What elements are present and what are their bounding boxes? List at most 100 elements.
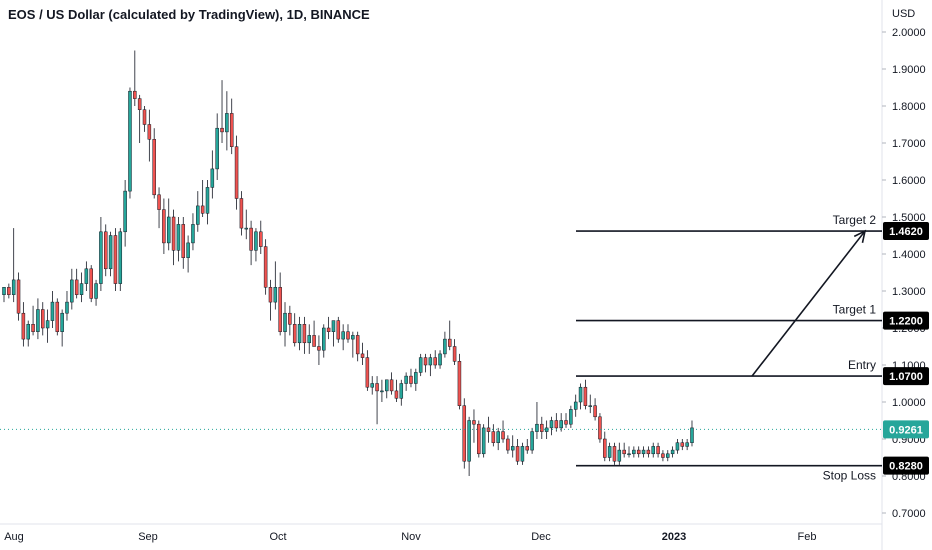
candle-body [239,198,244,229]
candle [685,439,689,451]
price-axis[interactable]: USD2.00001.90001.80001.70001.60001.50001… [882,8,926,520]
time-axis[interactable]: Aug Sep Oct Nov Dec 2023 Feb [0,523,882,543]
x-tick-label: Nov [401,531,421,543]
level-badge: 1.2200 [883,311,929,330]
candle [593,398,597,421]
candle-body [326,327,331,332]
candle [428,353,433,377]
candle [389,372,394,395]
candle-body [573,401,578,410]
candle [588,394,592,414]
candle [607,442,612,462]
candle-body [210,168,215,188]
candle-body [622,449,626,455]
candle-body [617,449,622,462]
candle-body [157,194,161,210]
candle [632,446,636,458]
candle-body [322,327,326,351]
candle [651,442,655,458]
x-tick-label: Feb [798,531,817,543]
candle [641,446,646,458]
candle [133,50,137,106]
candle [70,268,74,310]
candle [636,446,641,458]
candle-body [656,446,660,455]
candle [123,180,127,247]
candle-body [549,420,554,429]
candle [292,313,297,347]
candle-body [675,442,680,451]
candle-body [544,427,549,432]
candle-body [244,227,248,230]
candle-body [288,312,292,325]
candle-body [7,287,11,295]
candle-body [428,357,433,366]
candle [16,272,21,321]
candle [128,87,132,199]
candle-body [520,446,525,462]
last-price-badge: 0.9261 [883,420,929,439]
candle [573,394,578,417]
level-label: Entry [848,358,876,372]
candle-body [569,409,573,425]
candle [108,231,113,277]
candle [530,427,534,454]
level-label: Target 1 [833,303,877,317]
candle [60,309,64,347]
candle [438,350,442,369]
candle-body [389,379,394,392]
candle [220,80,224,143]
candle [336,316,341,343]
candle-body [636,449,641,455]
candle-body [133,90,137,99]
candle-body [2,287,6,295]
candle [7,283,11,299]
candle [41,302,45,336]
candle [617,442,622,465]
candle-body [385,379,389,392]
candle-body [191,224,195,244]
candle [99,217,103,291]
candle [171,209,176,266]
candle [510,435,515,458]
candle-body [65,301,69,314]
candle-body [336,320,341,340]
candle-body [137,98,142,110]
candle [273,261,278,310]
candle [423,353,428,373]
candle [646,446,651,458]
candle [622,442,626,458]
candle [414,368,418,391]
candle [31,305,35,336]
candle [549,416,554,436]
price-badges: 1.4620 1.2200 1.0700 0.8280 0.9261 [883,222,929,475]
y-tick-label: 1.0000 [892,397,926,409]
candle-body [433,357,437,366]
candle [467,416,471,476]
candle-body [21,312,26,340]
level-badge-bg [883,311,929,330]
candle-body [152,139,156,196]
candle [447,320,452,351]
candle [351,331,355,358]
candle [239,191,244,236]
candle-body [79,283,84,295]
candle [603,431,607,462]
last-price-badge-text: 0.9261 [889,424,923,436]
candle-body [215,127,219,170]
y-tick-label: 1.3000 [892,286,926,298]
candle [322,324,326,358]
y-tick-label: 0.7000 [892,508,926,520]
candle-body [283,312,287,332]
y-tick-label: 1.4000 [892,249,926,261]
candle [186,235,190,273]
level-label: Target 2 [833,213,877,227]
candle [74,268,79,299]
level-badge: 1.0700 [883,367,929,386]
candle [399,379,404,406]
candle [680,439,685,451]
level-badge-text: 1.2200 [889,316,923,328]
candle-body [220,127,224,133]
y-tick-label: 1.7000 [892,138,926,150]
candle-body [94,283,98,299]
